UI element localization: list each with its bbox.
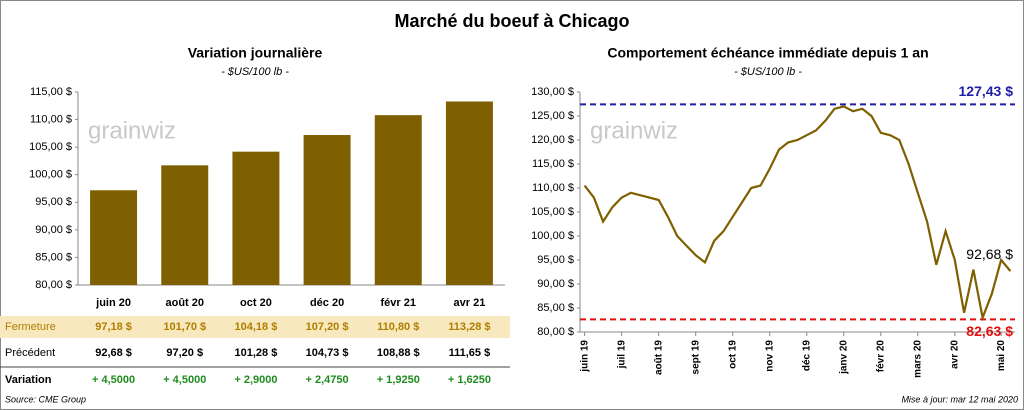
x-tick-label: janv 20	[838, 340, 849, 375]
table-cell: + 1,9250	[377, 374, 420, 386]
y-tick-label: 115,00 $	[30, 86, 72, 98]
table-cell: + 1,6250	[448, 374, 491, 386]
table-cell: 101,28 $	[235, 347, 278, 359]
y-tick-label: 90,00 $	[537, 278, 574, 290]
y-tick-label: 120,00 $	[531, 134, 574, 146]
chart-subtitle: - $US/100 lb -	[734, 66, 802, 78]
x-tick-label: août 19	[653, 340, 664, 375]
row-label: Variation	[5, 374, 52, 386]
x-tick-label: nov 19	[764, 340, 775, 372]
table-cell: 97,18 $	[95, 321, 132, 333]
x-tick-label: mai 20	[996, 340, 1007, 372]
y-tick-label: 90,00 $	[35, 224, 72, 236]
x-tick-label: oct 19	[727, 340, 738, 369]
last-value-label: 92,68 $	[966, 246, 1013, 262]
bar	[303, 135, 351, 285]
table-cell: + 4,5000	[92, 374, 135, 386]
table-cell: 104,73 $	[306, 347, 349, 359]
y-tick-label: 85,00 $	[35, 251, 72, 263]
y-tick-label: 130,00 $	[531, 86, 574, 98]
source: Source: CME Group	[5, 394, 86, 404]
table-cell: + 4,5000	[163, 374, 206, 386]
table-cell: 108,88 $	[377, 347, 420, 359]
table-cell: 113,28 $	[448, 321, 490, 333]
x-tick-label: févr 20	[875, 340, 886, 373]
update-date: Mise à jour: mar 12 mai 2020	[901, 394, 1018, 404]
price-line	[583, 105, 1012, 322]
chart-subtitle: - $US/100 lb -	[221, 66, 289, 78]
bar	[90, 190, 138, 285]
chart-title: Comportement échéance immédiate depuis 1…	[607, 45, 928, 61]
table-cell: 97,20 $	[166, 347, 203, 359]
watermark: grainwiz	[590, 117, 678, 144]
table-cell: 92,68 $	[95, 347, 132, 359]
y-tick-label: 100,00 $	[29, 169, 72, 181]
reference-label: 127,43 $	[959, 83, 1014, 99]
y-tick-label: 115,00 $	[532, 158, 574, 170]
y-tick-label: 80,00 $	[35, 279, 72, 291]
table-cell: 104,18 $	[235, 321, 278, 333]
bar	[445, 101, 493, 285]
table-cell: 110,80 $	[377, 321, 419, 333]
bar	[374, 115, 422, 285]
y-tick-label: 80,00 $	[537, 326, 574, 338]
x-tick-label: juin 19	[579, 340, 590, 373]
x-tick-label: sept 19	[690, 340, 701, 375]
x-tick-label: déc 20	[310, 297, 344, 309]
row-label: Précédent	[5, 347, 55, 359]
chart-title: Variation journalière	[188, 45, 323, 61]
y-tick-label: 105,00 $	[531, 206, 574, 218]
table-cell: + 2,4750	[306, 374, 349, 386]
x-tick-label: août 20	[165, 297, 204, 309]
x-tick-label: déc 19	[801, 340, 812, 372]
row-highlight	[0, 316, 510, 338]
row-label: Fermeture	[5, 321, 56, 333]
x-tick-label: juin 20	[95, 297, 131, 309]
page-title: Marché du boeuf à Chicago	[394, 11, 629, 31]
table-cell: 111,65 $	[449, 347, 491, 359]
x-tick-label: févr 21	[381, 297, 416, 309]
bar	[161, 165, 209, 285]
table-cell: 101,70 $	[163, 321, 206, 333]
y-tick-label: 110,00 $	[532, 182, 574, 194]
y-tick-label: 95,00 $	[537, 254, 574, 266]
x-tick-label: oct 20	[240, 297, 272, 309]
watermark: grainwiz	[88, 117, 176, 144]
y-tick-label: 125,00 $	[531, 110, 574, 122]
x-tick-label: mars 20	[912, 340, 923, 378]
x-tick-label: juil 19	[616, 340, 627, 370]
y-tick-label: 85,00 $	[537, 302, 574, 314]
y-tick-label: 100,00 $	[531, 230, 574, 242]
y-tick-label: 110,00 $	[30, 113, 72, 125]
x-tick-label: avr 21	[454, 297, 486, 309]
table-cell: + 2,9000	[234, 374, 277, 386]
x-tick-label: avr 20	[949, 340, 960, 369]
table-cell: 107,20 $	[306, 321, 349, 333]
y-tick-label: 95,00 $	[35, 196, 72, 208]
bar	[232, 151, 280, 285]
reference-label: 82,63 $	[966, 323, 1013, 339]
y-tick-label: 105,00 $	[29, 141, 72, 153]
